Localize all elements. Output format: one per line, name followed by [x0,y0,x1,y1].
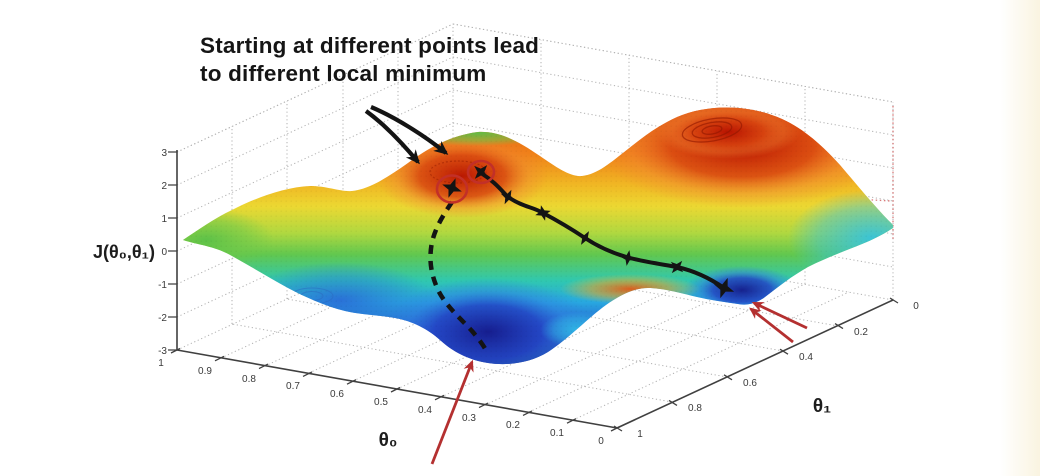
theta0-axis-ticks [170,347,621,432]
surface-dot-texture [183,107,893,365]
start-points [435,159,496,204]
contour-swirl-right-peak [681,117,743,143]
speckle-ring-left-peak [429,160,487,184]
z-tick: 0 [161,247,167,258]
theta0-tick: 0.5 [374,397,388,408]
theta1-tick-labels: 1 0.8 0.6 0.4 0.2 0 [637,301,919,440]
z-tick: -3 [158,346,167,357]
theta1-tick: 0.2 [854,327,868,338]
callout-arrow-right [370,105,449,155]
theta1-tick: 0.4 [799,352,813,363]
theta0-tick: 0.2 [506,420,520,431]
theta0-tick: 0.6 [330,389,344,400]
z-tick: 3 [161,148,167,159]
start-circle-right [466,159,496,185]
right-edge-tint [1000,0,1040,476]
z-tick: 2 [161,181,167,192]
theta1-tick: 0.8 [688,403,702,414]
theta0-tick: 0.4 [418,405,432,416]
annotation-line-2: to different local minimum [200,61,486,86]
red-arrow-front-minimum [430,359,474,465]
theta0-tick: 1 [158,358,164,369]
z-axis-ticks [168,151,177,351]
theta0-tick: 0.3 [462,413,476,424]
red-dotted-wall-marks [801,106,894,240]
theta0-tick: 0.8 [242,374,256,385]
red-arrow-right-minimum-1 [751,301,808,330]
theta0-tick: 0.7 [286,381,300,392]
theta1-axis-line [616,299,894,429]
theta1-tick: 1 [637,429,643,440]
z-tick: -2 [158,313,167,324]
cost-surface [183,107,893,365]
annotation-line-1: Starting at different points lead [200,33,539,58]
z-tick-labels: 3 2 1 0 -1 -2 -3 [158,148,167,357]
z-tick: 1 [161,214,167,225]
callout-arrows [364,105,449,165]
red-arrow-right-minimum-2 [749,307,794,344]
theta0-tick: 0.9 [198,366,212,377]
z-axis-label: J(θ₀,θ₁) [93,242,155,262]
theta0-tick: 0.1 [550,428,564,439]
theta1-axis-label: θ₁ [813,396,831,417]
z-tick: -1 [158,280,167,291]
theta1-tick: 0 [913,301,919,312]
theta1-tick: 0.6 [743,378,757,389]
red-minimum-arrows [430,301,808,465]
theta0-tick: 0 [598,436,604,447]
start-circle-left [435,174,469,204]
theta1-axis-ticks [613,297,899,432]
callout-arrow-left [364,109,420,165]
theta0-axis-label: θ₀ [379,430,398,451]
theta0-tick-labels: 1 0.9 0.8 0.7 0.6 0.5 0.4 0.3 0.2 0.1 0 [158,358,604,447]
